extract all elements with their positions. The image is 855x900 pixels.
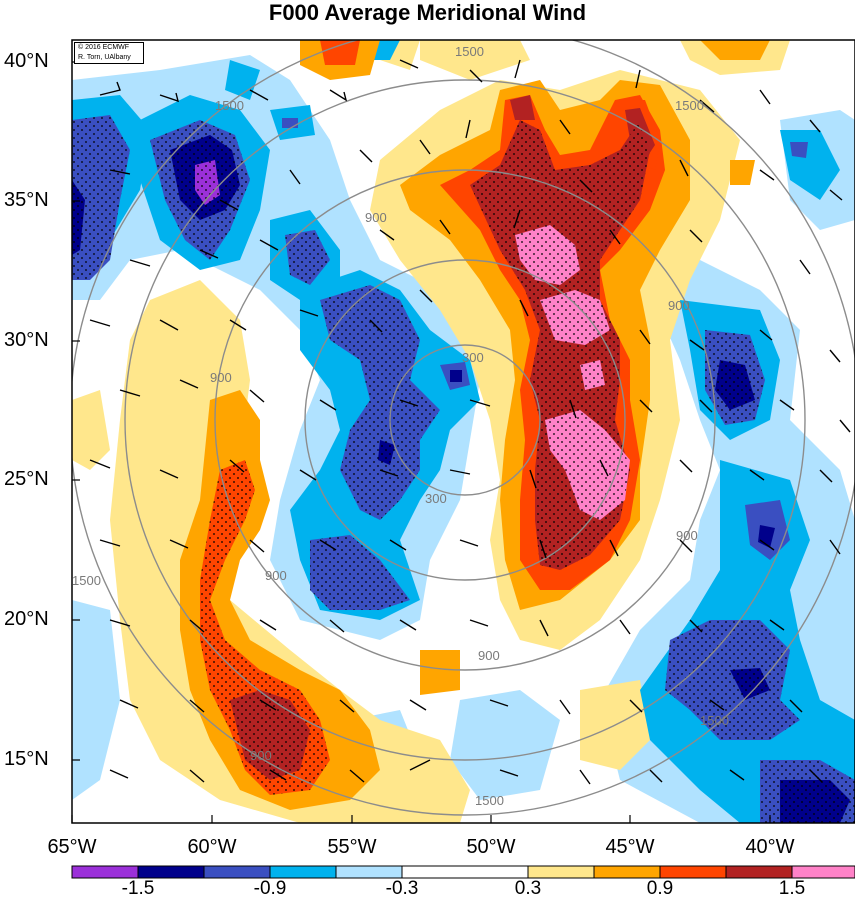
contour-label: 900: [365, 210, 387, 225]
credit-line: R. Torn, UAlbany: [78, 54, 131, 61]
contour-label: 1500: [675, 98, 704, 113]
contour-label: 300: [425, 491, 447, 506]
contour-label: 1500: [475, 793, 504, 808]
lon-label: 55°W: [327, 836, 377, 858]
colorbar-label: -1.5: [121, 878, 155, 899]
lat-label: 35°N: [4, 189, 49, 211]
contour-label: 900: [668, 298, 690, 313]
axis-ticks: [71, 61, 771, 823]
lon-label: 45°W: [605, 836, 655, 858]
significance-stippling: [72, 115, 855, 823]
lon-label: 40°W: [745, 836, 795, 858]
colorbar-label: 1.5: [778, 878, 806, 899]
lon-label: 50°W: [466, 836, 516, 858]
contour-label: 1500: [700, 713, 729, 728]
lat-label: 40°N: [4, 50, 49, 72]
range-rings: [72, 40, 855, 816]
contour-label: 900: [250, 748, 272, 763]
contour-label: 1500: [215, 98, 244, 113]
lon-label: 60°W: [187, 836, 237, 858]
lat-label: 25°N: [4, 468, 49, 490]
contour-label: 900: [478, 648, 500, 663]
lat-label: 30°N: [4, 329, 49, 351]
colorbar-label: 0.9: [646, 878, 674, 899]
contour-label-group: 1500 1500 1500 1500 1500 1500 900 900 90…: [72, 44, 729, 808]
colorbar-label: 0.3: [514, 878, 542, 899]
lat-label: 20°N: [4, 608, 49, 630]
contour-label: 1500: [455, 44, 484, 59]
contour-label: 900: [265, 568, 287, 583]
contour-label: 300: [462, 350, 484, 365]
map-plot-area: [72, 40, 855, 823]
contour-label: 900: [210, 370, 232, 385]
map-title: F000 Average Meridional Wind: [268, 0, 587, 25]
contour-label: 1500: [72, 573, 101, 588]
contour-label: 900: [676, 528, 698, 543]
credit-line: © 2016 ECMWF: [78, 44, 130, 51]
copyright-credit: © 2016 ECMWF R. Torn, UAlbany: [74, 42, 144, 64]
map-frame: [71, 39, 855, 824]
colorbar-label: -0.3: [385, 878, 419, 899]
lon-label: 65°W: [47, 836, 97, 858]
colorbar-label: -0.9: [253, 878, 287, 899]
lat-label: 15°N: [4, 748, 49, 770]
wind-barbs: [89, 59, 851, 785]
colorbar: [71, 865, 855, 879]
